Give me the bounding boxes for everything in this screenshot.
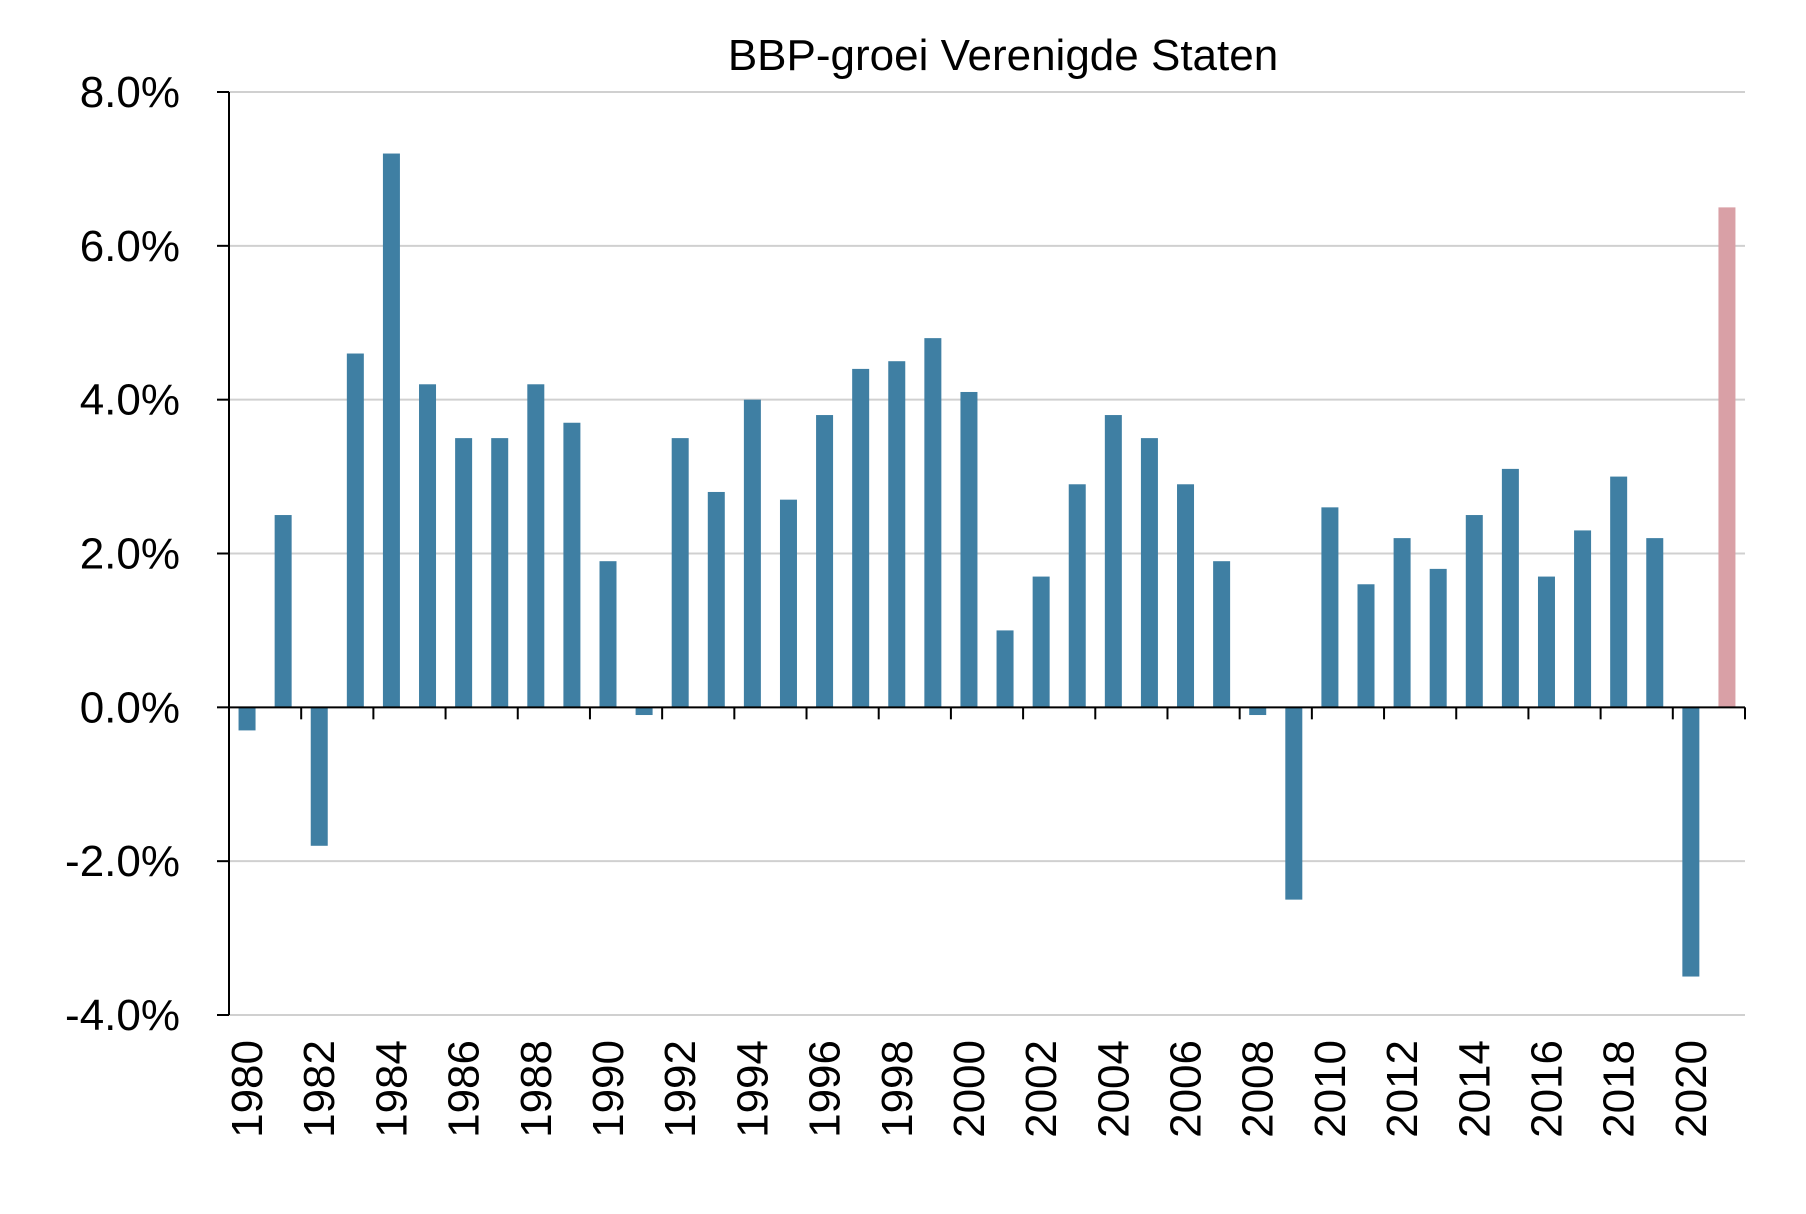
bar-2011	[1357, 584, 1375, 708]
x-tick-label: 1994	[728, 1040, 777, 1138]
y-tick-label: -2.0%	[65, 837, 180, 886]
bar-2013	[1429, 568, 1447, 708]
y-tick-label: -4.0%	[65, 991, 180, 1040]
bar-1997	[852, 368, 870, 708]
bar-1980	[238, 707, 256, 731]
x-tick-label: 2018	[1595, 1040, 1644, 1138]
x-tick-label: 1992	[656, 1040, 705, 1138]
x-tick-label: 2016	[1522, 1040, 1571, 1138]
bar-1982	[310, 707, 328, 846]
bar-2018	[1610, 476, 1628, 708]
bar-2019	[1646, 538, 1664, 708]
chart-title: BBP-groei Verenigde Staten	[728, 31, 1278, 80]
bar-1986	[455, 438, 473, 708]
bar-2009	[1285, 707, 1303, 900]
bar-2012	[1393, 538, 1411, 708]
bar-2016	[1537, 576, 1555, 708]
x-tick-label: 1984	[367, 1040, 416, 1138]
bar-1994	[743, 399, 761, 708]
y-tick-label: 0.0%	[80, 683, 180, 732]
bar-series	[238, 153, 1736, 977]
bar-2008	[1249, 707, 1267, 716]
bar-1985	[419, 384, 437, 708]
x-tick-label: 2010	[1306, 1040, 1355, 1138]
bar-1990	[599, 561, 617, 708]
bar-2017	[1574, 530, 1592, 708]
bar-1996	[816, 415, 834, 708]
bar-2007	[1213, 561, 1231, 708]
bar-1984	[382, 153, 400, 708]
x-tick-label: 2000	[945, 1040, 994, 1138]
bar-2010	[1321, 507, 1339, 708]
bar-1983	[346, 353, 364, 708]
bar-1981	[274, 515, 292, 708]
bar-1995	[779, 499, 797, 708]
y-tick-label: 8.0%	[80, 68, 180, 117]
x-tick-label: 1980	[223, 1040, 272, 1138]
x-tick-label: 1990	[584, 1040, 633, 1138]
x-tick-label: 2004	[1089, 1040, 1138, 1138]
bar-1998	[888, 361, 906, 708]
y-axis-ticks: -4.0% -2.0% 0.0% 2.0% 4.0% 6.0% 8.0%	[65, 68, 229, 1040]
x-tick-label: 2014	[1450, 1040, 1499, 1138]
x-tick-label: 2002	[1017, 1040, 1066, 1138]
x-tick-label: 2006	[1162, 1040, 1211, 1138]
bar-2002	[1032, 576, 1050, 708]
x-tick-label: 2012	[1378, 1040, 1427, 1138]
x-axis-ticks: 1980 1982 1984 1986 1988 1990 1992 1994 1996 1998…	[223, 1040, 1716, 1138]
x-tick-label: 2008	[1234, 1040, 1283, 1138]
x-tick-label: 1988	[512, 1040, 561, 1138]
bar-2015	[1501, 468, 1519, 708]
y-tick-label: 4.0%	[80, 376, 180, 425]
bar-2004	[1104, 415, 1122, 708]
bar-2014	[1465, 515, 1483, 708]
bar-2005	[1140, 438, 1158, 708]
gridlines	[229, 91, 1745, 1016]
x-tick-label: 1986	[440, 1040, 489, 1138]
bar-1999	[924, 338, 942, 708]
x-tick-label: 2020	[1667, 1040, 1716, 1138]
y-tick-label: 6.0%	[80, 222, 180, 271]
bar-2020	[1682, 707, 1700, 977]
bar-2021	[1718, 207, 1736, 708]
x-tick-label: 1998	[873, 1040, 922, 1138]
bar-2000	[960, 391, 978, 708]
bar-2001	[996, 630, 1014, 708]
bar-1988	[527, 384, 545, 708]
y-tick-label: 2.0%	[80, 530, 180, 579]
bar-1987	[491, 438, 509, 708]
bar-2003	[1068, 484, 1086, 708]
bar-2006	[1177, 484, 1195, 708]
x-tick-label: 1982	[295, 1040, 344, 1138]
bar-1991	[635, 707, 653, 716]
x-tick-label: 1996	[801, 1040, 850, 1138]
bar-1989	[563, 422, 581, 708]
bar-1993	[707, 491, 725, 708]
bar-1992	[671, 438, 689, 708]
